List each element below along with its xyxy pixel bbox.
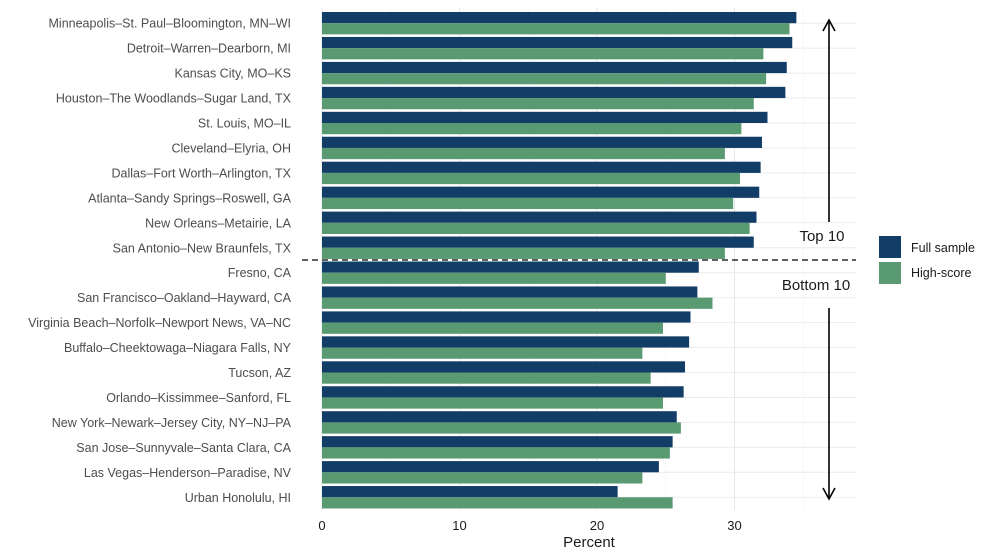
legend: Full sample High-score [879, 236, 975, 284]
bar-high-score [322, 147, 725, 160]
legend-swatch-full-sample [879, 236, 901, 258]
bar-high-score [322, 322, 663, 334]
bar-high-score [322, 98, 754, 110]
category-label: Orlando–Kissimmee–Sanford, FL [106, 391, 291, 405]
bar-full-sample [322, 136, 762, 148]
category-label: Houston–The Woodlands–Sugar Land, TX [56, 92, 292, 106]
bar-full-sample [322, 161, 761, 173]
bar-full-sample [322, 186, 760, 198]
bar-high-score [322, 497, 673, 509]
x-tick-label: 20 [590, 518, 604, 533]
x-tick-labels: 0 10 20 30 [318, 518, 741, 533]
bar-high-score [322, 272, 666, 284]
category-label: New Orleans–Metairie, LA [145, 216, 292, 230]
category-labels: Minneapolis–St. Paul–Bloomington, MN–WI D… [28, 17, 292, 505]
legend-label-full-sample: Full sample [911, 241, 975, 255]
bar-full-sample [322, 236, 754, 248]
bar-full-sample [322, 12, 797, 24]
bar-high-score [322, 48, 764, 60]
category-label: Buffalo–Cheektowaga–Niagara Falls, NY [64, 341, 292, 355]
category-label: San Francisco–Oakland–Hayward, CA [77, 291, 292, 305]
legend-label-high-score: High-score [911, 266, 971, 280]
bar-full-sample [322, 111, 768, 123]
category-label: Virginia Beach–Norfolk–Newport News, VA–… [28, 316, 291, 330]
bar-full-sample [322, 411, 677, 423]
x-tick-label: 10 [452, 518, 466, 533]
category-label: Kansas City, MO–KS [175, 67, 291, 81]
category-label: Minneapolis–St. Paul–Bloomington, MN–WI [49, 17, 291, 31]
category-label: Urban Honolulu, HI [185, 491, 291, 505]
bar-full-sample [322, 261, 699, 273]
bar-high-score [322, 172, 740, 185]
category-label: San Jose–Sunnyvale–Santa Clara, CA [76, 441, 291, 455]
top-10-arrowhead [822, 18, 836, 32]
bar-high-score [322, 397, 663, 409]
bars [322, 12, 797, 509]
legend-swatch-high-score [879, 262, 901, 284]
top-10-label: Top 10 [799, 228, 844, 245]
bar-high-score [322, 472, 643, 484]
bar-high-score [322, 222, 750, 234]
bar-high-score [322, 372, 651, 384]
category-label: St. Louis, MO–IL [198, 117, 291, 131]
bar-full-sample [322, 336, 690, 348]
category-label: Tucson, AZ [228, 366, 291, 380]
bar-high-score [322, 197, 734, 210]
bar-full-sample [322, 486, 618, 498]
bar-full-sample [322, 36, 793, 49]
category-label: Detroit–Warren–Dearborn, MI [127, 42, 291, 56]
bar-high-score [322, 347, 643, 359]
category-label: Fresno, CA [228, 266, 292, 280]
bar-high-score [322, 297, 713, 309]
bar-full-sample [322, 286, 698, 298]
bar-full-sample [322, 361, 685, 373]
x-tick-label: 30 [727, 518, 741, 533]
bar-high-score [322, 73, 767, 85]
bar-full-sample [322, 436, 673, 448]
bottom-10-label: Bottom 10 [782, 277, 850, 294]
bar-high-score [322, 247, 725, 259]
x-tick-label: 0 [318, 518, 325, 533]
x-axis-title: Percent [563, 534, 616, 551]
bar-high-score [322, 123, 742, 135]
bar-high-score [322, 23, 790, 35]
category-label: Las Vegas–Henderson–Paradise, NV [84, 466, 292, 480]
category-label: Atlanta–Sandy Springs–Roswell, GA [88, 191, 292, 205]
bar-full-sample [322, 461, 659, 473]
bottom-10-arrowhead [822, 487, 836, 501]
bar-full-sample [322, 386, 684, 398]
category-label: San Antonio–New Braunfels, TX [113, 241, 292, 255]
bar-full-sample [322, 211, 757, 223]
bar-full-sample [322, 61, 787, 74]
category-label: Cleveland–Elyria, OH [172, 141, 292, 155]
category-label: New York–Newark–Jersey City, NY–NJ–PA [52, 416, 292, 430]
category-label: Dallas–Fort Worth–Arlington, TX [112, 166, 292, 180]
bar-full-sample [322, 86, 786, 99]
bar-full-sample [322, 311, 691, 323]
bar-high-score [322, 422, 681, 434]
bar-high-score [322, 447, 670, 459]
